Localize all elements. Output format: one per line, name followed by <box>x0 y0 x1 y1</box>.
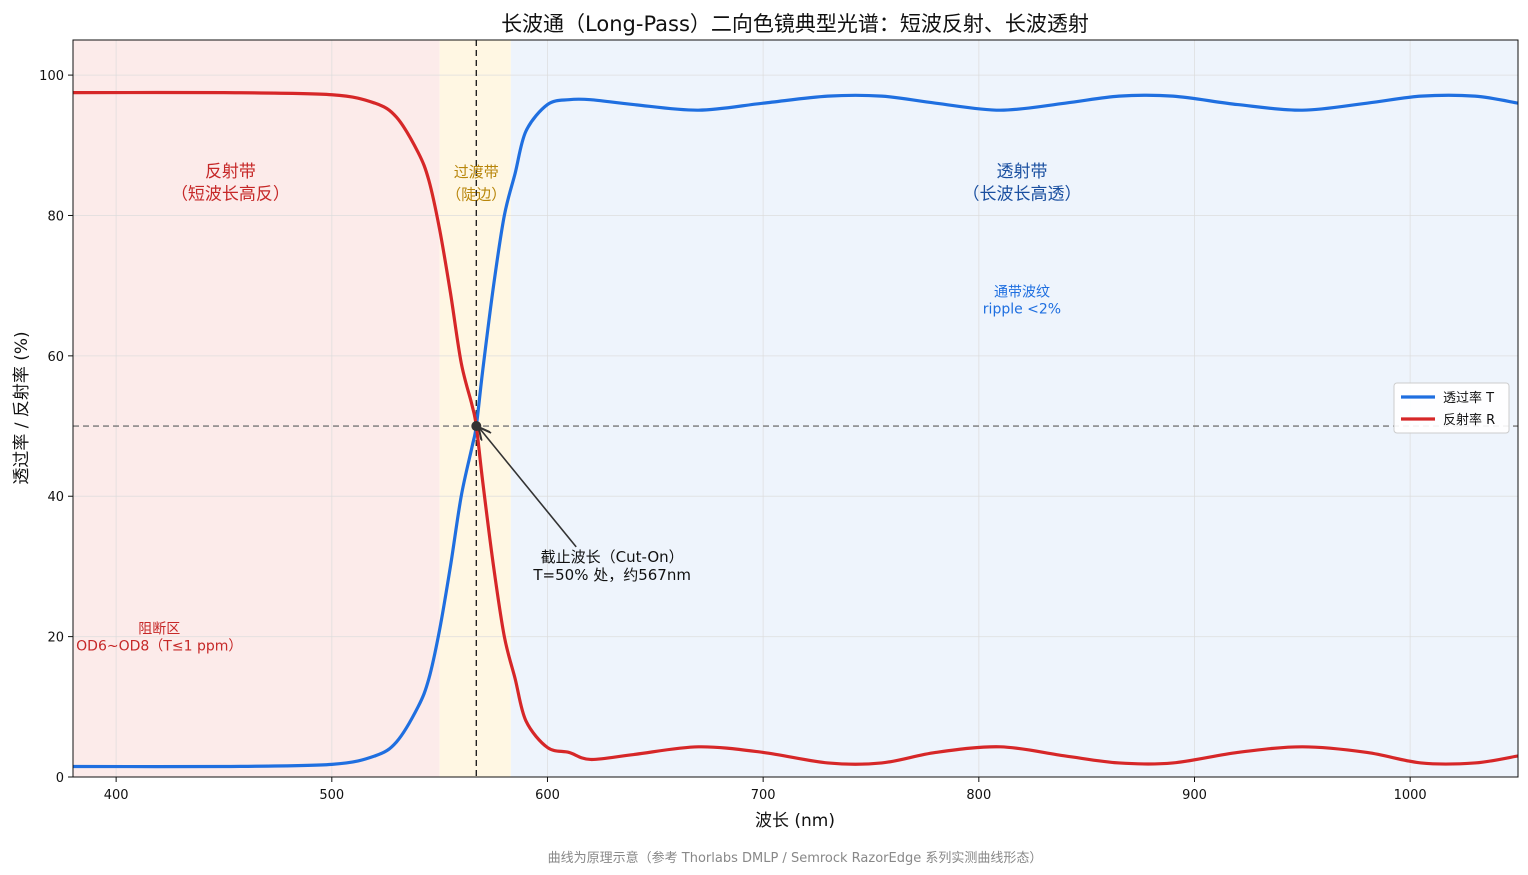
chart-title: 长波通（Long-Pass）二向色镜典型光谱：短波反射、长波透射 <box>501 12 1089 36</box>
data-series <box>73 90 1518 769</box>
ripple-subnote: ripple <2% <box>983 302 1061 318</box>
region-backgrounds <box>73 40 1518 777</box>
legend-label: 反射率 R <box>1443 412 1495 428</box>
grid-lines <box>73 40 1518 778</box>
y-tick-label: 0 <box>56 771 64 786</box>
reference-lines <box>73 40 1518 777</box>
cut-on-point <box>471 421 482 432</box>
cut-on-sublabel: T=50% 处，约567nm <box>532 566 691 584</box>
x-tick-label: 600 <box>535 788 560 803</box>
region-title: 过渡带 <box>454 163 499 181</box>
transmittance-line <box>73 93 1518 769</box>
blocking-note: 阻断区 <box>138 622 180 638</box>
region-band <box>510 40 1518 777</box>
region-subtitle: （短波长高反） <box>171 184 290 204</box>
reflectance-line <box>73 90 1518 766</box>
cut-on-label: 截止波长（Cut-On） <box>541 548 684 566</box>
x-tick-label: 800 <box>966 788 991 803</box>
region-band <box>439 40 511 777</box>
blocking-subnote: OD6~OD8（T≤1 ppm） <box>76 639 242 655</box>
region-band <box>73 40 440 777</box>
cut-on-arrow <box>479 428 577 548</box>
y-ticks: 0 20 40 60 80 100 <box>39 69 73 786</box>
x-ticks: 400 500 600 700 800 900 1000 <box>104 777 1427 803</box>
plot-frame <box>72 39 1519 778</box>
footnote-caption: 曲线为原理示意（参考 Thorlabs DMLP / Semrock Razor… <box>548 850 1043 866</box>
ripple-note: 通带波纹 <box>994 285 1050 301</box>
annotations: 反射带（短波长高反） 过渡带 （陡边） 透射带（长波长高透） 截止波长（Cut-On）T… <box>76 162 1081 655</box>
y-tick-label: 100 <box>39 69 64 84</box>
region-title: 反射带 <box>205 162 256 182</box>
x-tick-label: 1000 <box>1394 788 1427 803</box>
x-axis-label: 波长 (nm) <box>755 811 835 831</box>
x-tick-label: 500 <box>319 788 344 803</box>
y-axis-label: 透过率 / 反射率 (%) <box>12 331 32 484</box>
region-title: 透射带 <box>996 162 1047 182</box>
y-tick-label: 60 <box>47 350 64 365</box>
region-subtitle: （陡边） <box>446 185 506 203</box>
y-tick-label: 20 <box>47 631 64 646</box>
x-tick-label: 700 <box>751 788 776 803</box>
region-subtitle: （长波长高透） <box>962 184 1081 204</box>
legend: 透过率 T 反射率 R <box>1393 382 1510 434</box>
x-tick-label: 900 <box>1182 788 1207 803</box>
y-tick-label: 40 <box>47 490 64 505</box>
legend-label: 透过率 T <box>1443 390 1494 406</box>
x-tick-label: 400 <box>104 788 129 803</box>
y-tick-label: 80 <box>47 209 64 224</box>
